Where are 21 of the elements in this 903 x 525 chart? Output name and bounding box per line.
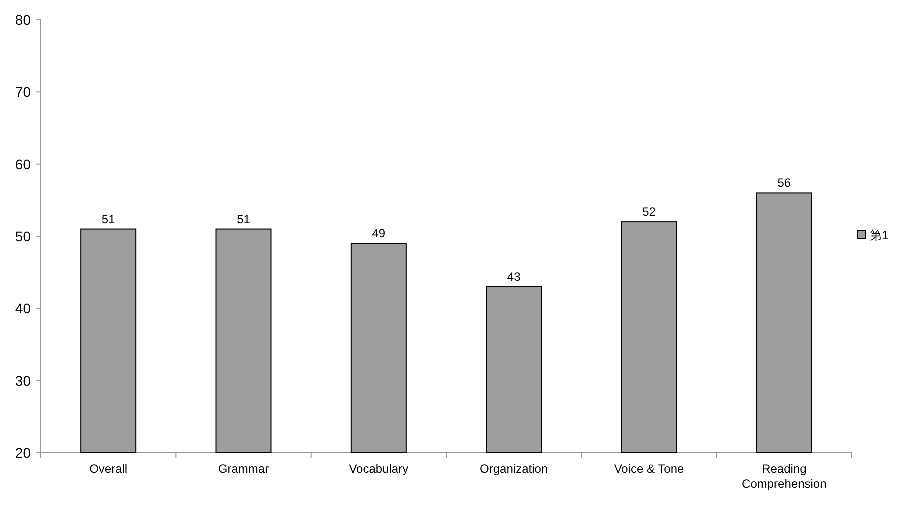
x-tick-label: Organization bbox=[480, 462, 548, 476]
y-tick-label: 50 bbox=[15, 228, 32, 244]
x-tick-label: Overall bbox=[90, 462, 128, 476]
data-label: 51 bbox=[237, 212, 251, 226]
y-tick-label: 40 bbox=[15, 300, 32, 317]
legend-label: 第1 bbox=[870, 228, 889, 242]
y-tick-label: 60 bbox=[15, 156, 32, 172]
y-tick-label: 80 bbox=[15, 12, 32, 28]
data-label: 52 bbox=[642, 205, 656, 220]
legend: 第1 bbox=[858, 228, 889, 242]
y-tick-label: 30 bbox=[15, 372, 32, 389]
x-tick-label: Voice & Tone bbox=[614, 462, 684, 476]
data-label: 49 bbox=[372, 226, 386, 241]
x-tick-label: Grammar bbox=[218, 462, 270, 476]
x-tick-label: Reading Comprehension bbox=[742, 462, 827, 491]
y-tick-label: 70 bbox=[15, 84, 32, 100]
data-label: 51 bbox=[102, 212, 116, 226]
data-label: 56 bbox=[778, 176, 792, 190]
data-label: 43 bbox=[507, 270, 522, 284]
x-tick-label: Vocabulary bbox=[349, 462, 409, 476]
y-tick-label: 20 bbox=[15, 445, 32, 461]
